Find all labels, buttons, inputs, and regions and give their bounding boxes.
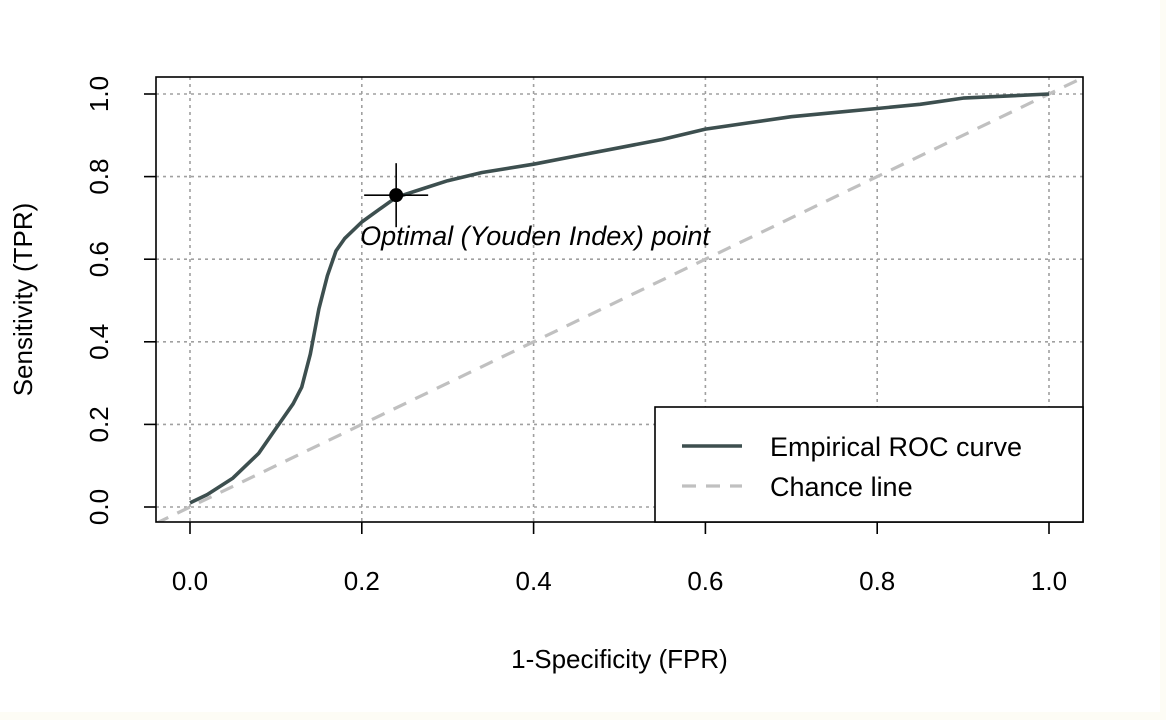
roc-curve-layer xyxy=(189,92,1050,505)
legend-box xyxy=(654,406,1084,523)
y-tick-label-5: 1.0 xyxy=(84,76,114,112)
plot-frame xyxy=(155,76,1084,523)
chance-line-layer xyxy=(156,77,1083,522)
x-tick-label-3: 0.6 xyxy=(687,566,723,596)
x-tick-label-1: 0.2 xyxy=(344,566,380,596)
optimal-point-layer xyxy=(364,163,429,228)
optimal-point-marker xyxy=(389,188,404,203)
y-axis-title: Sensitivity (TPR) xyxy=(8,203,38,397)
legend: Empirical ROC curve Chance line xyxy=(654,406,1084,523)
x-tick-label-5: 1.0 xyxy=(1031,566,1067,596)
x-tick-label-0: 0.0 xyxy=(172,566,208,596)
chance-line xyxy=(156,77,1083,522)
legend-label-roc: Empirical ROC curve xyxy=(770,432,1022,462)
x-tick-label-2: 0.4 xyxy=(516,566,552,596)
roc-curve-line xyxy=(189,92,1050,505)
y-tick-label-0: 0.0 xyxy=(84,489,114,525)
x-tick-label-4: 0.8 xyxy=(859,566,895,596)
y-tick-label-1: 0.2 xyxy=(84,406,114,442)
y-tick-label-2: 0.4 xyxy=(84,324,114,360)
optimal-point-annotation: Optimal (Youden Index) point xyxy=(360,221,711,251)
y-tick-label-3: 0.6 xyxy=(84,241,114,277)
x-axis-title: 1-Specificity (FPR) xyxy=(511,644,728,674)
y-tick-label-4: 0.8 xyxy=(84,159,114,195)
x-axis: 0.0 0.2 0.4 0.6 0.8 1.0 xyxy=(172,522,1067,596)
legend-label-chance: Chance line xyxy=(770,472,913,502)
y-axis: 0.0 0.2 0.4 0.6 0.8 1.0 xyxy=(84,76,156,525)
